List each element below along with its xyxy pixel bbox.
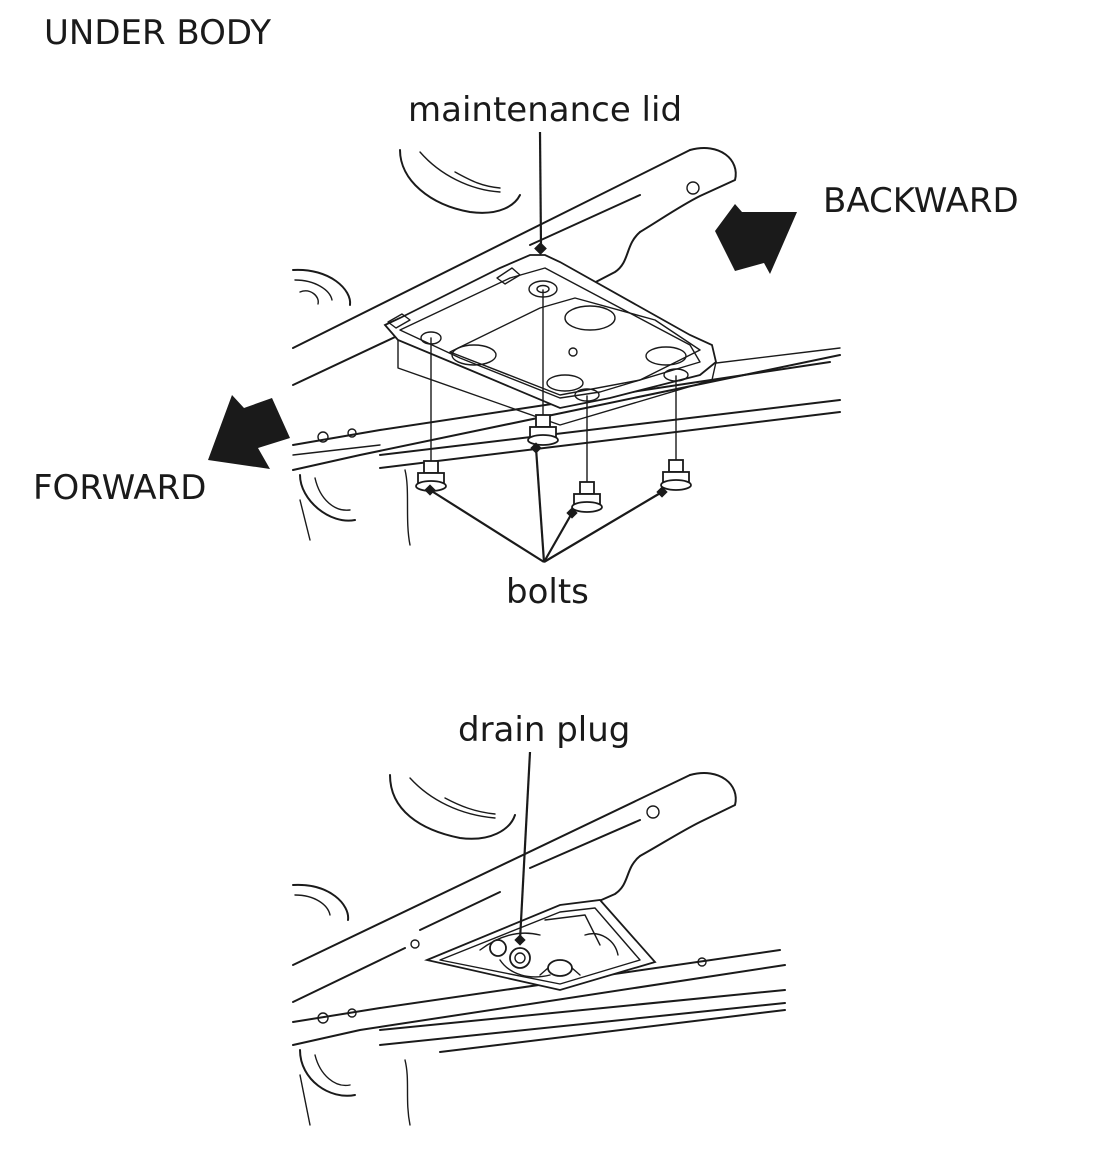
bottom-chassis-view — [292, 751, 786, 1126]
forward-label: FORWARD — [33, 468, 207, 508]
backward-arrow — [715, 204, 797, 274]
maintenance-lid-label: maintenance lid — [408, 90, 683, 130]
drain-plug-label: drain plug — [458, 710, 631, 750]
bolt-3 — [571, 481, 603, 513]
bolt-4 — [660, 459, 692, 491]
forward-arrow — [208, 395, 290, 469]
backward-label: BACKWARD — [823, 181, 1019, 221]
section-title: UNDER BODY — [44, 13, 271, 53]
bolt-1 — [527, 414, 559, 446]
top-chassis-view — [208, 131, 841, 563]
bolts-label: bolts — [506, 572, 589, 612]
